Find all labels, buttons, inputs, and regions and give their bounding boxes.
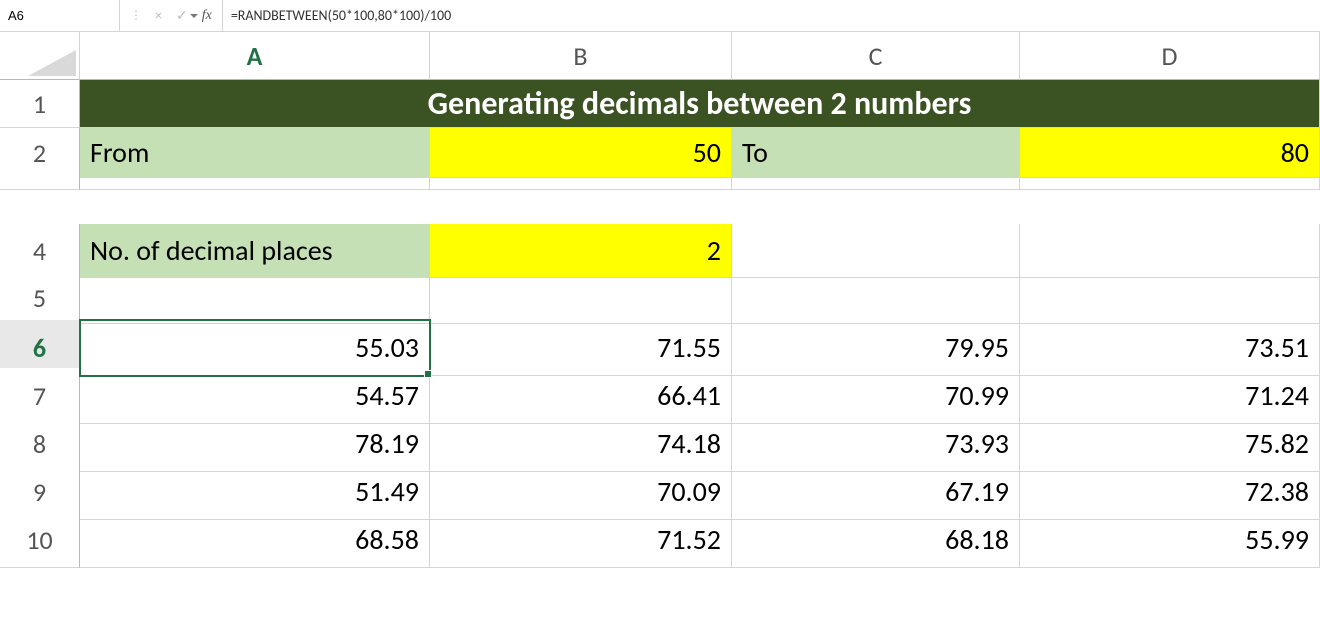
cell-C10[interactable]: 68.18 — [732, 512, 1020, 568]
column-header-D[interactable]: D — [1020, 32, 1320, 80]
cell-B10[interactable]: 71.52 — [430, 512, 732, 568]
fx-icon[interactable]: fx — [202, 8, 212, 24]
cell-D2[interactable]: 80 — [1020, 128, 1320, 178]
row-header-10[interactable]: 10 — [0, 512, 80, 568]
row-header-3[interactable] — [0, 176, 80, 190]
cell-D10[interactable]: 55.99 — [1020, 512, 1320, 568]
row-header-5[interactable]: 5 — [0, 272, 80, 324]
row-header-2[interactable]: 2 — [0, 128, 80, 178]
cell-C2[interactable]: To — [732, 128, 1020, 178]
cell-D4[interactable] — [1020, 224, 1320, 278]
cell-C5[interactable] — [732, 272, 1020, 324]
column-header-C[interactable]: C — [732, 32, 1020, 80]
column-header-B[interactable]: B — [430, 32, 732, 80]
spreadsheet-grid: A B C D 1 Generating decimals between 2 … — [0, 32, 1320, 560]
cell-D3[interactable] — [1020, 176, 1320, 190]
row-header-1[interactable]: 1 — [0, 80, 80, 128]
cell-A6[interactable]: 55.03 — [80, 320, 430, 376]
cell-D5[interactable] — [1020, 272, 1320, 324]
cancel-icon[interactable]: × — [155, 9, 162, 23]
cell-C3[interactable] — [732, 176, 1020, 190]
title-text: Generating decimals between 2 numbers — [428, 84, 972, 123]
row-header-4[interactable]: 4 — [0, 224, 80, 278]
cell-A5[interactable] — [80, 272, 430, 324]
cell-A2[interactable]: From — [80, 128, 430, 178]
cell-A3[interactable] — [80, 176, 430, 190]
enter-icon[interactable]: ✓ — [176, 9, 188, 23]
formula-bar-buttons: ⋮ × ✓ fx — [120, 0, 223, 31]
formula-bar: ⋮ × ✓ fx =RANDBETWEEN(50*100,80*100)/100 — [0, 0, 1320, 32]
cell-C4[interactable] — [732, 224, 1020, 278]
cell-A10[interactable]: 68.58 — [80, 512, 430, 568]
cell-A4[interactable]: No. of decimal places — [80, 224, 430, 278]
name-box-container[interactable] — [0, 0, 120, 31]
cell-B2[interactable]: 50 — [430, 128, 732, 178]
column-header-A[interactable]: A — [80, 32, 430, 80]
more-icon[interactable]: ⋮ — [130, 8, 141, 23]
select-all-corner[interactable] — [0, 32, 80, 80]
cell-B5[interactable] — [430, 272, 732, 324]
cell-B3[interactable] — [430, 176, 732, 190]
cell-B4[interactable]: 2 — [430, 224, 732, 278]
formula-input[interactable]: =RANDBETWEEN(50*100,80*100)/100 — [223, 0, 1320, 31]
title-merged-cell[interactable]: Generating decimals between 2 numbers — [80, 80, 1320, 128]
